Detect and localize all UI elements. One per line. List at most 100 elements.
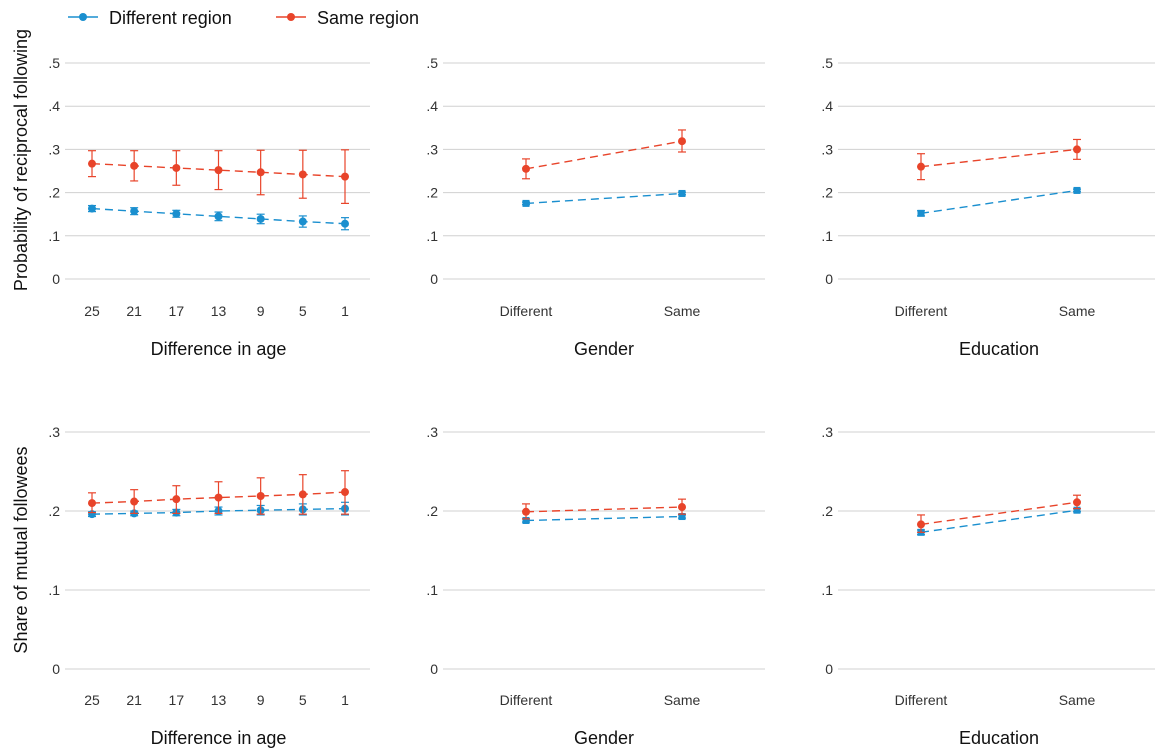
y-tick-label: .3 bbox=[821, 424, 833, 440]
x-tick-label: 5 bbox=[299, 692, 307, 708]
y-tick-label: 0 bbox=[825, 661, 833, 677]
y-tick-label: .4 bbox=[48, 98, 60, 114]
series-same-region bbox=[917, 494, 1081, 533]
series-different-region bbox=[522, 513, 686, 524]
data-point bbox=[341, 219, 349, 228]
y-tick-label: .2 bbox=[426, 503, 438, 519]
legend-item-same-region: Same region bbox=[276, 8, 419, 28]
x-tick-label: Same bbox=[1059, 303, 1096, 319]
y-tick-label: .1 bbox=[48, 228, 60, 244]
data-point bbox=[341, 172, 349, 181]
data-point bbox=[341, 488, 349, 497]
y-tick-label: 0 bbox=[825, 271, 833, 287]
x-axis-label: Difference in age bbox=[151, 339, 287, 359]
x-tick-label: Same bbox=[1059, 692, 1096, 708]
y-tick-label: .1 bbox=[821, 228, 833, 244]
y-tick-label: .5 bbox=[821, 55, 833, 71]
data-point bbox=[522, 199, 530, 207]
y-tick-label: .2 bbox=[821, 185, 833, 201]
x-tick-label: Same bbox=[664, 692, 701, 708]
row-label-bottom: Share of mutual followees bbox=[11, 446, 31, 653]
data-point bbox=[130, 161, 139, 170]
data-point bbox=[1073, 498, 1081, 507]
series-line bbox=[525, 506, 683, 513]
y-tick-label: .2 bbox=[821, 503, 833, 519]
x-tick-label: Same bbox=[664, 303, 701, 319]
series-line bbox=[525, 192, 683, 205]
panel-bottom-gender: 0 .1 .2 .3 Different Same Gender bbox=[426, 424, 765, 748]
data-point bbox=[1073, 186, 1081, 194]
row-label-top: Probability of reciprocal following bbox=[11, 29, 31, 291]
y-tick-label: .1 bbox=[426, 582, 438, 598]
series-line bbox=[525, 515, 683, 522]
data-point bbox=[917, 520, 925, 529]
data-point bbox=[214, 212, 223, 221]
data-point bbox=[172, 209, 181, 218]
data-point bbox=[130, 207, 139, 216]
y-tick-label: .1 bbox=[821, 582, 833, 598]
series-same-region bbox=[522, 129, 686, 180]
x-tick-label: Different bbox=[500, 303, 553, 319]
series-line bbox=[920, 189, 1078, 215]
x-tick-label: 25 bbox=[84, 692, 100, 708]
series-different-region bbox=[522, 189, 686, 207]
x-tick-label: Different bbox=[895, 692, 948, 708]
y-tick-label: .3 bbox=[48, 424, 60, 440]
data-point bbox=[1073, 506, 1081, 514]
panel-bottom-education: 0 .1 .2 .3 Different Same Education bbox=[821, 424, 1155, 748]
data-point bbox=[917, 162, 925, 171]
data-point bbox=[522, 164, 530, 173]
x-tick-label: 13 bbox=[211, 303, 227, 319]
y-tick-label: 0 bbox=[430, 661, 438, 677]
data-point bbox=[256, 168, 265, 177]
data-point bbox=[214, 166, 223, 175]
y-tick-label: .5 bbox=[426, 55, 438, 71]
x-axis-label: Gender bbox=[574, 339, 634, 359]
data-point bbox=[298, 217, 307, 226]
x-tick-label: 9 bbox=[257, 303, 265, 319]
series-line bbox=[920, 501, 1078, 526]
data-point bbox=[522, 516, 530, 524]
x-tick-label: 13 bbox=[211, 692, 227, 708]
legend-item-different-region: Different region bbox=[68, 8, 232, 28]
x-tick-label: 17 bbox=[169, 692, 185, 708]
x-axis-label: Education bbox=[959, 728, 1039, 748]
legend-label-same-region: Same region bbox=[317, 8, 419, 28]
data-point bbox=[214, 493, 223, 502]
legend-marker-same-region bbox=[287, 13, 295, 21]
data-point bbox=[298, 490, 307, 499]
data-point bbox=[678, 513, 686, 521]
y-tick-label: .3 bbox=[426, 141, 438, 157]
x-tick-label: Different bbox=[500, 692, 553, 708]
data-point bbox=[172, 163, 181, 172]
series-same-region bbox=[88, 149, 349, 204]
x-tick-label: 21 bbox=[126, 692, 142, 708]
y-tick-label: .2 bbox=[48, 185, 60, 201]
data-point bbox=[678, 503, 686, 512]
y-tick-label: 0 bbox=[430, 271, 438, 287]
panel-top-difference-in-age: 0 .1 .2 .3 .4 .5 25 21 17 13 9 5 1 Difference in age bbox=[48, 55, 370, 359]
data-point bbox=[88, 204, 96, 213]
y-tick-label: .1 bbox=[48, 582, 60, 598]
y-tick-label: .4 bbox=[821, 98, 833, 114]
x-tick-label: 21 bbox=[126, 303, 142, 319]
series-line bbox=[525, 140, 683, 170]
data-point bbox=[256, 214, 265, 223]
y-tick-label: .5 bbox=[48, 55, 60, 71]
y-tick-label: .3 bbox=[426, 424, 438, 440]
x-tick-label: Different bbox=[895, 303, 948, 319]
data-point bbox=[130, 497, 139, 506]
series-different-region bbox=[88, 204, 349, 231]
x-tick-label: 5 bbox=[299, 303, 307, 319]
x-tick-label: 9 bbox=[257, 692, 265, 708]
series-same-region bbox=[522, 498, 686, 520]
data-point bbox=[88, 159, 96, 168]
data-point bbox=[256, 491, 265, 500]
y-tick-label: 0 bbox=[52, 271, 60, 287]
data-point bbox=[88, 499, 96, 508]
y-tick-label: .1 bbox=[426, 228, 438, 244]
series-different-region bbox=[917, 186, 1081, 217]
series-same-region bbox=[917, 138, 1081, 181]
x-tick-label: 1 bbox=[341, 692, 349, 708]
